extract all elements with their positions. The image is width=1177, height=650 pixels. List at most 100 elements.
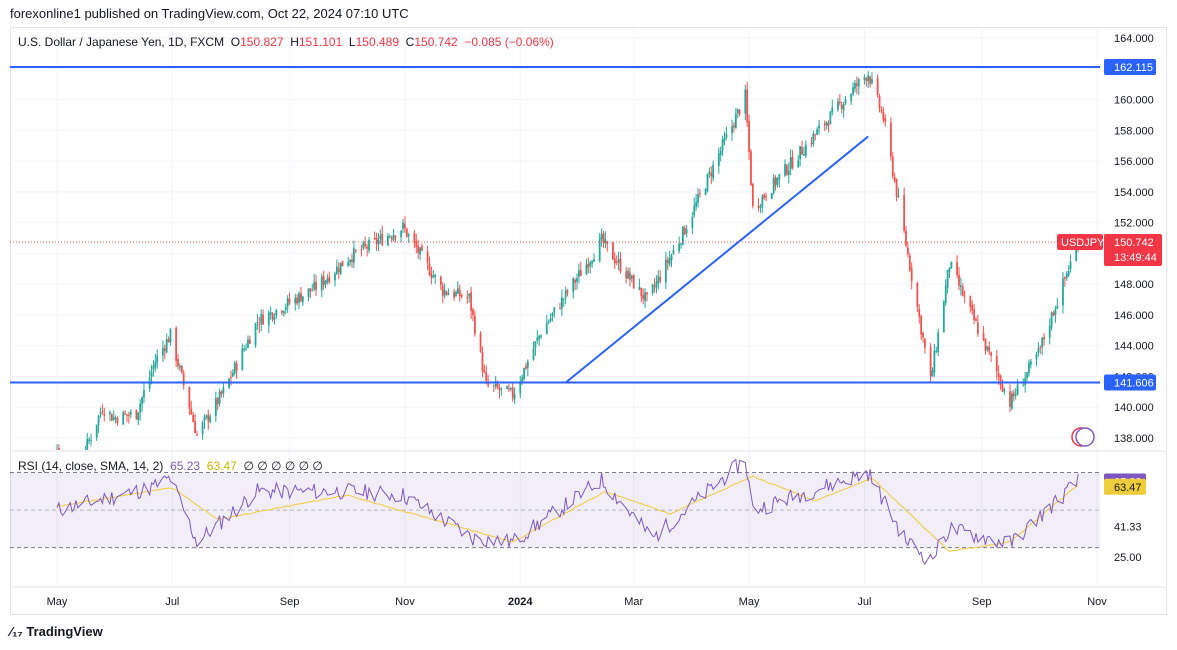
candle-body [770, 193, 773, 199]
candle-body [959, 285, 962, 288]
candle-body [523, 368, 525, 379]
candle-body [407, 234, 410, 237]
candle-body [827, 123, 830, 126]
candle-body [368, 239, 370, 251]
candle-body [388, 236, 391, 238]
candle-body [613, 258, 616, 264]
candle-body [481, 352, 484, 372]
candle-body [789, 157, 792, 170]
candle-body [453, 291, 455, 298]
tradingview-brand: TradingView [26, 624, 103, 639]
candle-body [320, 277, 323, 291]
open-label: O [230, 35, 241, 49]
candle-body [653, 285, 656, 287]
candle-body [984, 338, 987, 351]
candle-body [976, 322, 979, 334]
candle-body [778, 174, 781, 180]
rsi-pane [10, 458, 1100, 565]
candle-body [284, 307, 287, 310]
candle-body [256, 322, 259, 324]
candle-body [112, 417, 115, 420]
candle-body [617, 259, 620, 263]
candle-body [920, 315, 923, 335]
candle-body [589, 262, 592, 267]
candle-body [402, 222, 404, 229]
candle-body [1063, 277, 1066, 279]
support-price-badge-bg [1104, 374, 1156, 391]
candle-body [428, 263, 431, 275]
candle-body [678, 243, 681, 252]
candle-body [950, 261, 953, 269]
candle-body [574, 280, 577, 283]
candle-body [961, 286, 964, 296]
candle-body [876, 78, 879, 95]
symbol-title: U.S. Dollar / Japanese Yen, 1D, FXCM [18, 35, 225, 49]
candle-body [931, 370, 934, 377]
candle-body [311, 290, 314, 292]
x-tick-label: May [739, 596, 760, 608]
candle-body [341, 260, 344, 267]
candle-body [366, 246, 369, 249]
candle-body [526, 361, 529, 368]
candle-body [260, 314, 263, 324]
candle-body [958, 274, 960, 286]
candle-body [818, 125, 820, 129]
candle-body [141, 397, 143, 405]
candle-body [1065, 273, 1068, 278]
candle-body [455, 291, 457, 296]
candle-body [706, 174, 709, 191]
candle-body [988, 346, 991, 352]
candle-body [404, 223, 406, 229]
candle-body [525, 366, 527, 369]
candle-body [863, 77, 866, 80]
candle-body [857, 79, 860, 87]
candle-body [86, 439, 89, 450]
candle-body [744, 89, 747, 114]
candle-body [137, 412, 140, 420]
x-tick-label: Sep [280, 596, 300, 608]
candle-body [693, 205, 696, 216]
candle-body [801, 147, 803, 155]
candle-body [90, 439, 92, 441]
candle-body [494, 383, 497, 386]
candle-body [995, 356, 998, 372]
candle-body [937, 332, 940, 352]
rsi-sma-badge: 63.47 [1114, 482, 1142, 494]
candle-body [97, 415, 100, 425]
x-tick-label: Jul [857, 596, 871, 608]
candle-body [288, 299, 291, 304]
candle-body [394, 235, 397, 238]
candle-body [897, 195, 900, 197]
candle-body [810, 142, 813, 144]
candle-body [500, 387, 503, 389]
candle-body [903, 194, 906, 232]
price-tick-label: 160.000 [1114, 95, 1154, 107]
price-tick-label: 146.000 [1114, 310, 1154, 322]
candle-body [545, 323, 548, 335]
candle-body [110, 413, 113, 421]
candle-body [680, 243, 682, 245]
publisher-line: forexonline1 published on TradingView.co… [10, 6, 409, 21]
candle-body [165, 339, 168, 353]
candle-body [485, 372, 488, 381]
candle-body [1041, 337, 1044, 348]
candle-body [640, 287, 643, 297]
candles [56, 70, 1079, 450]
candle-body [784, 164, 786, 176]
candle-body [339, 262, 342, 274]
candle-body [831, 107, 834, 113]
candle-body [468, 293, 471, 297]
symbol-legend: U.S. Dollar / Japanese Yen, 1D, FXCM O15… [18, 35, 554, 49]
candle-body [562, 298, 565, 300]
candle-body [496, 384, 499, 388]
candle-body [791, 157, 794, 169]
candle-body [180, 365, 183, 373]
candle-body [600, 234, 603, 240]
candle-body [657, 276, 660, 283]
candle-body [615, 261, 618, 264]
candle-body [540, 335, 542, 337]
candle-body [271, 313, 274, 320]
candle-body [629, 272, 631, 280]
candle-body [492, 385, 495, 387]
